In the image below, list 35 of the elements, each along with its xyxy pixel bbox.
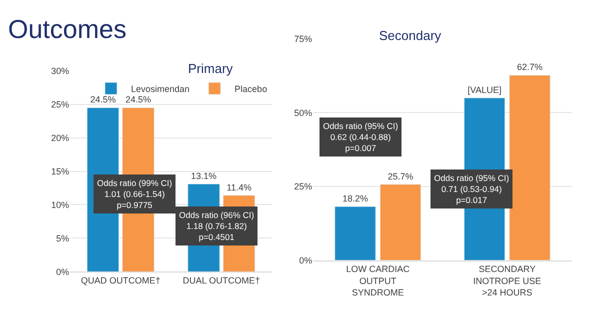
y-tick-label: 25% — [294, 182, 312, 192]
data-label: 11.4% — [226, 182, 252, 192]
data-label: 25.7% — [388, 171, 414, 182]
data-label: 24.5% — [90, 94, 116, 105]
bar — [509, 74, 550, 260]
data-label: [VALUE] — [468, 84, 502, 95]
annotation: Odds ratio (95% CI) 0.71 (0.53-0.94) p=0.017 — [434, 173, 510, 206]
chart-title: Secondary — [379, 28, 442, 43]
y-tick-label: 0% — [299, 255, 312, 266]
y-tick-label: 25% — [51, 99, 70, 110]
y-tick-label: 30% — [51, 66, 70, 76]
y-tick-label: 20% — [51, 132, 70, 143]
y-tick-label: 10% — [51, 200, 70, 210]
y-tick-label: 0% — [56, 266, 70, 277]
chart-title: Primary — [188, 61, 234, 76]
y-tick-label: 5% — [56, 233, 70, 244]
bar — [334, 206, 376, 260]
x-tick-label: DUAL OUTCOME† — [182, 275, 260, 286]
text: Outcomes — [8, 14, 126, 44]
data-label: 62.7% — [517, 62, 543, 72]
x-tick-label: LOW CARDIAC OUTPUT SYNDROME — [346, 264, 410, 298]
y-tick-label: 50% — [294, 108, 312, 118]
y-tick-label: 75% — [294, 34, 312, 44]
x-tick-label: QUAD OUTCOME† — [80, 275, 160, 286]
x-tick-label: SECONDARY INOTROPE USE >24 HOURS — [473, 264, 542, 298]
bar — [380, 184, 422, 260]
legend-label: Placebo — [234, 84, 268, 94]
annotation: Odds ratio (96% CI) 1.18 (0.76-1.82) p=0.4501 — [179, 210, 254, 242]
data-label: 24.5% — [125, 94, 152, 105]
annotation: Odds ratio (99% CI) 1.01 (0.66-1.54) p=0.9775 — [97, 178, 172, 210]
annotation: Odds ratio (95% CI) 0.62 (0.44-0.88) p=0.007 — [323, 121, 398, 154]
y-tick-label: 15% — [51, 166, 70, 176]
legend-label: Levosimendan — [131, 84, 190, 94]
data-label: 13.1% — [190, 170, 217, 181]
data-label: 18.2% — [342, 194, 368, 204]
